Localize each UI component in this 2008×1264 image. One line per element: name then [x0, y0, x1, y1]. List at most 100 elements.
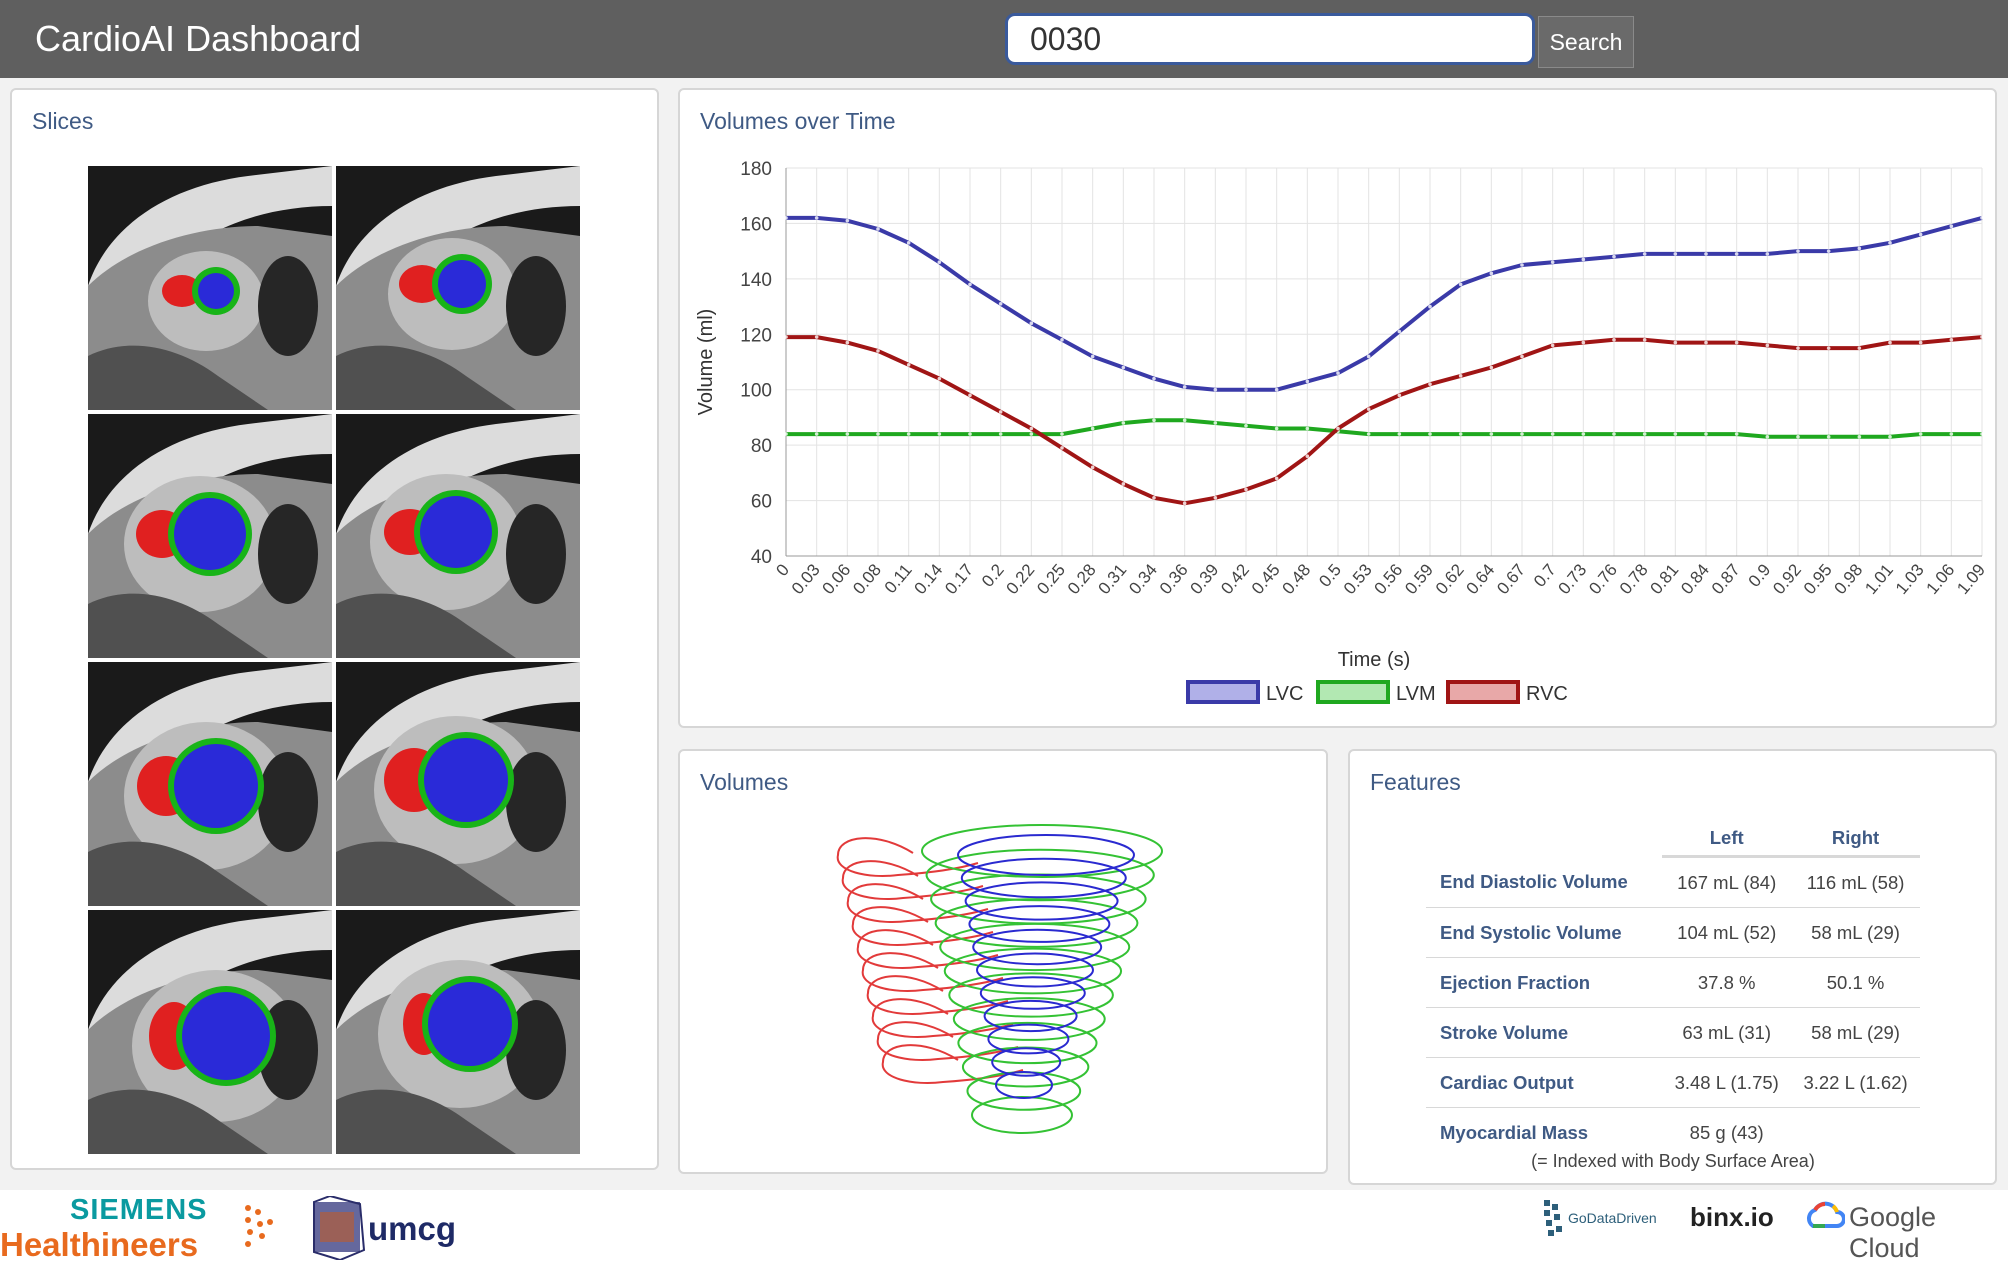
data-point-lvm: [1888, 435, 1892, 439]
volumes-time-title: Volumes over Time: [700, 108, 896, 134]
data-point-rvc: [1796, 346, 1800, 350]
lvc-contour: [964, 881, 1119, 921]
search-input[interactable]: [1005, 13, 1535, 65]
rv-contour: [836, 837, 979, 877]
data-point-rvc: [876, 349, 880, 353]
lvc-contour: [960, 857, 1127, 899]
search-button[interactable]: Search: [1538, 16, 1634, 68]
lvc-contour: [968, 905, 1111, 943]
lvm-contour: [957, 1021, 1098, 1065]
x-tick-label: 0.25: [1033, 560, 1069, 598]
series-line-lvc: [786, 215, 1983, 392]
data-point-lvc: [845, 218, 850, 223]
data-point-lvc: [1428, 304, 1432, 309]
data-point-rvc: [1612, 338, 1616, 342]
data-point-lvc: [1152, 376, 1156, 381]
features-row-left: 167 mL (84): [1662, 856, 1792, 908]
google-cloud-icon: [1807, 1201, 1845, 1228]
data-point-lvm: [1765, 435, 1770, 439]
umcg-logo-text: umcg: [368, 1210, 457, 1247]
umcg-logo: umcg: [310, 1196, 470, 1260]
data-point-rvc: [998, 410, 1003, 414]
x-tick-label: 0.87: [1708, 560, 1744, 598]
y-tick-label: 180: [740, 159, 772, 180]
data-point-rvc: [1888, 340, 1892, 345]
data-point-lvc: [998, 302, 1003, 306]
data-point-lvm: [1673, 432, 1678, 436]
data-point-lvc: [1704, 252, 1708, 256]
siemens-healthineers-logo: SIEMENS Healthineers: [0, 1192, 300, 1263]
y-tick-label: 160: [740, 214, 772, 235]
y-tick-label: 100: [740, 381, 772, 402]
data-point-rvc: [1213, 496, 1218, 500]
x-tick-label: 1.01: [1861, 560, 1897, 598]
x-tick-label: 1.03: [1892, 560, 1928, 598]
data-point-lvm: [784, 432, 788, 436]
series-line-rvc: [786, 335, 1983, 506]
features-row-left: 104 mL (52): [1662, 907, 1792, 958]
y-tick-label: 60: [751, 492, 772, 513]
data-point-lvm: [1612, 432, 1616, 436]
data-point-lvm: [1949, 432, 1954, 436]
data-point-lvm: [1918, 432, 1923, 436]
data-point-rvc: [937, 376, 942, 381]
legend-swatch-lvm: [1316, 680, 1390, 704]
volume-line-chart: 40608010012014016018000.030.060.080.110.…: [695, 159, 1989, 705]
lvm-contour: [971, 1096, 1073, 1134]
data-point-lvc: [1980, 216, 1984, 220]
y-tick-label: 80: [751, 436, 772, 457]
x-tick-label: 1.06: [1923, 560, 1959, 598]
mri-slice: [88, 662, 332, 906]
godatadriven-logo-text: GoDataDriven: [1568, 1210, 1657, 1226]
mri-slice: [336, 166, 580, 410]
x-tick-label: 0.64: [1463, 560, 1499, 598]
healthineers-logo-text: Healthineers: [0, 1226, 199, 1263]
y-tick-label: 40: [751, 547, 772, 568]
data-point-rvc: [968, 393, 972, 398]
features-row: Myocardial Mass 85 g (43): [1426, 1108, 1920, 1158]
data-point-rvc: [1918, 340, 1923, 345]
data-point-lvm: [1213, 421, 1218, 425]
data-point-lvm: [876, 432, 880, 436]
x-tick-label: 0.92: [1769, 560, 1805, 598]
rv-contour: [841, 860, 984, 900]
x-tick-label: 0.45: [1248, 560, 1284, 598]
data-point-rvc: [1366, 407, 1371, 411]
features-row-label: Ejection Fraction: [1426, 957, 1663, 1008]
data-point-lvc: [1949, 224, 1954, 228]
data-point-rvc: [1397, 393, 1402, 398]
x-tick-label: 0: [772, 560, 793, 579]
lvm-contour: [925, 848, 1155, 902]
x-tick-label: 0.53: [1340, 560, 1376, 598]
data-point-rvc: [1520, 354, 1524, 359]
volumes-time-panel: Volumes over Time 40 60 80 100 120 140 160 180 0…: [678, 88, 1997, 728]
data-point-lvc: [968, 282, 972, 287]
x-tick-label: 0.42: [1217, 560, 1253, 598]
y-axis-label: Volume (ml): [695, 309, 717, 416]
features-row-label: Stroke Volume: [1426, 1007, 1663, 1058]
data-point-lvc: [784, 216, 788, 220]
slices-grid: [88, 166, 580, 1154]
features-header-right: Right: [1791, 821, 1920, 858]
data-point-rvc: [784, 335, 788, 339]
slices-title: Slices: [32, 108, 94, 134]
data-point-lvc: [814, 216, 819, 220]
features-row-label: End Diastolic Volume: [1426, 856, 1663, 908]
x-tick-label: 0.06: [819, 560, 855, 598]
data-point-rvc: [1060, 446, 1064, 450]
mri-slice: [336, 910, 580, 1154]
data-point-lvm: [968, 432, 972, 436]
binx-logo-text: binx.io: [1690, 1202, 1774, 1232]
footer: SIEMENS Healthineers umcg GoDataDriven b…: [0, 1190, 2008, 1264]
features-row-label: End Systolic Volume: [1426, 907, 1663, 958]
data-point-rvc: [1980, 335, 1984, 339]
features-header-row: Left Right: [1426, 821, 1920, 858]
features-row-left: 63 mL (31): [1662, 1007, 1792, 1058]
data-point-rvc: [1121, 482, 1126, 486]
data-point-lvm: [1796, 435, 1800, 439]
siemens-logo-text: SIEMENS: [70, 1194, 208, 1226]
data-point-lvc: [1642, 252, 1647, 256]
features-row: Stroke Volume 63 mL (31) 58 mL (29): [1426, 1007, 1920, 1058]
lvc-contour: [995, 1071, 1053, 1099]
data-point-rvc: [1857, 346, 1862, 350]
